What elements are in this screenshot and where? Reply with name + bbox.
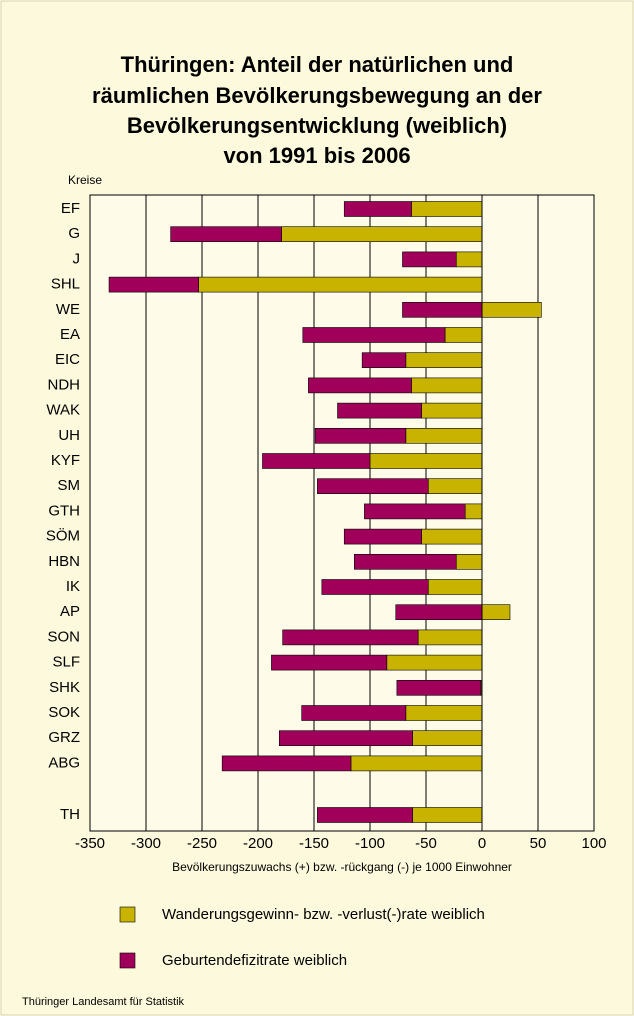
legend-swatch [119, 906, 136, 923]
y-tick-label: ABG [48, 754, 80, 771]
bar [302, 327, 446, 343]
bar [281, 226, 483, 242]
bar [405, 352, 483, 369]
bar [354, 553, 457, 570]
bar [421, 402, 483, 419]
y-tick-label: UH [58, 427, 80, 444]
bar [282, 629, 419, 646]
x-axis-label: Bevölkerungszuwachs (+) bzw. -rückgang (… [172, 860, 512, 874]
bar [395, 604, 483, 621]
bar [308, 377, 412, 394]
bar [198, 276, 483, 293]
x-tick-label: 100 [581, 835, 606, 852]
y-tick-label: WE [56, 301, 80, 318]
bar [405, 705, 483, 721]
bar [317, 807, 413, 823]
plot-area [89, 194, 595, 832]
bar [350, 755, 483, 772]
y-tick-label: TH [60, 806, 80, 823]
y-tick-label: AP [60, 603, 80, 620]
y-tick-label: GRZ [48, 729, 80, 746]
bar [369, 453, 483, 469]
x-tick-label: 0 [478, 835, 486, 852]
legend-swatch [119, 952, 136, 969]
bar [321, 579, 429, 595]
y-tick-label: G [68, 225, 80, 242]
bar [411, 377, 483, 394]
bar [412, 807, 483, 823]
bar [421, 528, 483, 545]
y-tick-label: SÖM [46, 527, 80, 545]
bar [464, 503, 483, 520]
x-tick-label: 50 [530, 835, 547, 852]
bar [481, 301, 542, 318]
bar [314, 427, 407, 444]
x-tick-label: -250 [187, 835, 217, 852]
y-tick-label: GTH [48, 502, 80, 519]
y-tick-label: SOK [48, 704, 80, 721]
bar [317, 478, 429, 495]
bar [278, 730, 413, 747]
bar [337, 402, 422, 419]
y-tick-label: EIC [55, 351, 80, 368]
y-tick-label: SLF [52, 654, 80, 671]
y-tick-label: SON [47, 628, 80, 645]
bar [343, 201, 412, 217]
y-axis-label: Kreise [68, 173, 102, 187]
y-tick-label: SHK [49, 679, 80, 696]
bar [417, 629, 483, 646]
y-tick-label: EF [61, 200, 80, 217]
bar [108, 276, 199, 293]
bar [262, 453, 371, 469]
bar [221, 755, 352, 772]
bar [405, 427, 483, 444]
x-tick-label: -100 [355, 835, 385, 852]
bar [427, 579, 483, 595]
y-tick-label: WAK [46, 402, 80, 419]
bar [427, 478, 483, 495]
bar [271, 654, 388, 671]
y-tick-label: KYF [51, 452, 80, 469]
y-tick-label: SM [58, 477, 81, 494]
bar [402, 251, 457, 268]
bar [170, 226, 282, 242]
y-tick-label: EA [60, 326, 80, 343]
bar [455, 251, 483, 268]
chart-title: Thüringen: Anteil der natürlichen und [121, 52, 514, 77]
y-tick-label: NDH [48, 376, 81, 393]
legend-label: Geburtendefizitrate weiblich [162, 952, 347, 969]
legend-label: Wanderungsgewinn- bzw. -verlust(-)rate w… [162, 906, 485, 923]
bar [386, 654, 483, 671]
x-tick-label: -200 [243, 835, 273, 852]
y-tick-label: J [73, 250, 81, 267]
bar [455, 553, 483, 570]
bar [411, 201, 483, 217]
bar [361, 352, 407, 369]
bar [343, 528, 422, 545]
chart-title: räumlichen Bevölkerungsbewegung an der [92, 83, 542, 108]
bar [301, 705, 407, 721]
chart-title: von 1991 bis 2006 [223, 143, 410, 168]
bar [364, 503, 466, 520]
chart-title: Bevölkerungsentwicklung (weiblich) [127, 113, 507, 138]
y-tick-label: HBN [48, 553, 80, 570]
source: Thüringer Landesamt für Statistik [22, 996, 185, 1008]
x-tick-label: -350 [75, 835, 105, 852]
bar [444, 327, 483, 343]
bar [481, 604, 511, 621]
y-tick-label: IK [66, 578, 80, 595]
y-tick-label: SHL [51, 276, 80, 293]
bar [396, 679, 482, 696]
bar [412, 730, 483, 747]
x-tick-label: -50 [415, 835, 437, 852]
x-tick-label: -150 [299, 835, 329, 852]
x-tick-label: -300 [131, 835, 161, 852]
bar [402, 301, 483, 318]
